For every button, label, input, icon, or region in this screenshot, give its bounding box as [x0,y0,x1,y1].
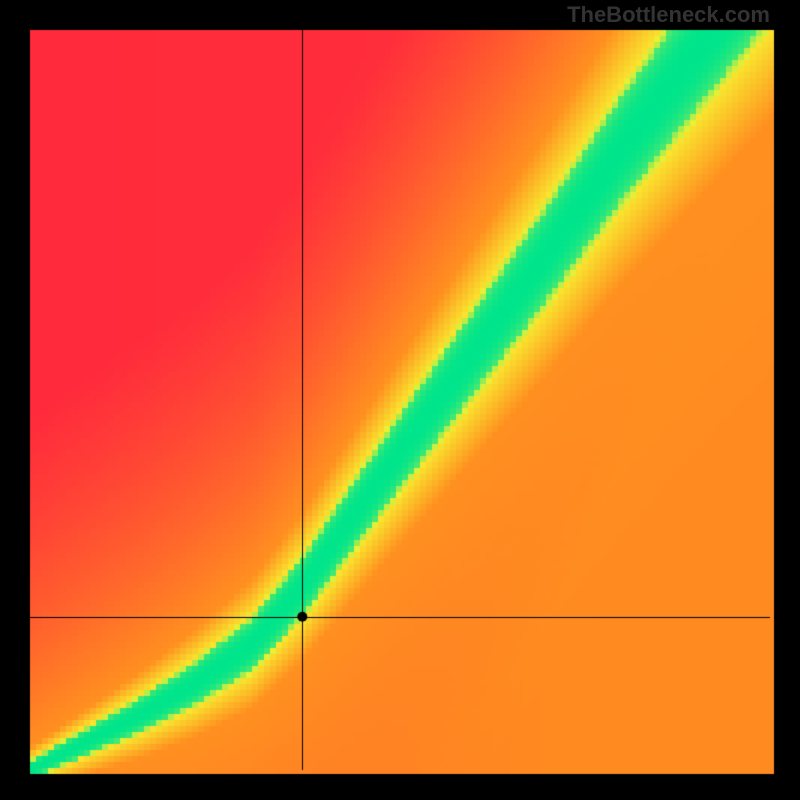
watermark-text: TheBottleneck.com [567,2,770,28]
bottleneck-heatmap [0,0,800,800]
